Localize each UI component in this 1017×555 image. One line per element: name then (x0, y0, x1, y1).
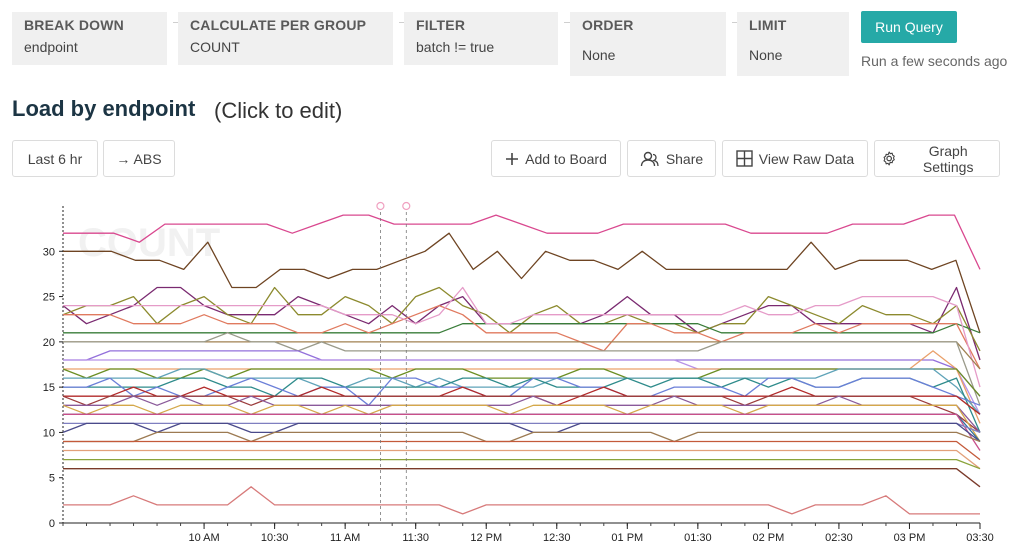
event-marker-2 (402, 201, 411, 211)
series-line-10 (63, 350, 981, 397)
x-tick-label: 02 PM (752, 532, 784, 544)
graph-settings-label: Graph Settings (922, 142, 974, 175)
x-tick-label: 02:30 (825, 532, 853, 544)
graph-settings-button[interactable]: Graph Settings (874, 140, 1000, 177)
view-raw-data-label: View Raw Data (758, 150, 855, 167)
series-line-2 (63, 232, 981, 334)
x-tick-label: 10 AM (188, 532, 219, 544)
add-to-board-button[interactable]: Add to Board (491, 140, 621, 177)
series-line-25 (63, 431, 981, 443)
y-tick-label: 20 (43, 337, 55, 349)
share-label: Share (665, 150, 704, 167)
series-line-20 (62, 404, 981, 442)
user-share-icon (640, 151, 659, 166)
series-line-26 (63, 440, 981, 461)
series-line-27 (63, 449, 981, 470)
graph-title[interactable]: Load by endpoint (12, 96, 196, 121)
breakdown-label: BREAK DOWN (24, 17, 124, 33)
y-tick-label: 15 (43, 382, 55, 394)
order-value: None (582, 47, 616, 63)
order-clause[interactable]: ORDER None (570, 12, 742, 76)
y-tick-label: 30 (43, 246, 55, 258)
share-button[interactable]: Share (627, 140, 716, 177)
calculate-label: CALCULATE PER GROUP (190, 17, 367, 33)
filter-clause[interactable]: FILTER batch != true (404, 12, 574, 65)
x-tick-label: 12 PM (470, 532, 502, 544)
series-line-14 (63, 368, 981, 415)
chart-watermark: COUNT (78, 221, 220, 265)
series-line-1 (63, 214, 981, 270)
add-to-board-label: Add to Board (525, 150, 607, 167)
view-raw-data-button[interactable]: View Raw Data (722, 140, 868, 177)
calculate-value: COUNT (190, 39, 240, 55)
y-tick-label: 0 (49, 518, 55, 530)
series-line-18 (62, 395, 981, 433)
series-line-5 (63, 323, 981, 334)
limit-label: LIMIT (749, 17, 787, 33)
calculate-clause[interactable]: CALCULATE PER GROUP COUNT (178, 12, 409, 65)
x-tick-label: 10:30 (261, 532, 289, 544)
series-line-9 (63, 332, 981, 406)
series-line-22 (63, 413, 981, 451)
series-line-24 (62, 422, 981, 443)
x-tick-label: 03 PM (894, 532, 926, 544)
breakdown-value: endpoint (24, 39, 78, 55)
plus-icon (506, 152, 519, 165)
run-status: Run a few seconds ago (861, 53, 1008, 69)
event-marker-1 (376, 201, 385, 211)
series-line-8 (63, 341, 981, 370)
y-tick-label: 25 (43, 292, 55, 304)
breakdown-clause[interactable]: BREAK DOWN endpoint (12, 12, 183, 65)
series-line-7 (63, 286, 981, 388)
count-line-chart[interactable]: COUNT 0 5 10 15 20 25 30 10 AM 10:30 11 AM 11:30 12 … (0, 190, 1017, 555)
x-tick-label: 01 PM (611, 532, 643, 544)
gear-icon (883, 151, 895, 166)
table-icon (736, 150, 753, 167)
series-line-28 (63, 458, 981, 470)
limit-clause[interactable]: LIMIT None (737, 12, 849, 76)
time-range-button[interactable]: Last 6 hr (12, 140, 98, 177)
series-line-6 (63, 304, 981, 370)
limit-value: None (749, 47, 783, 63)
x-tick-label: 01:30 (684, 532, 712, 544)
abs-button[interactable]: → ABS (103, 140, 175, 177)
order-label: ORDER (582, 17, 634, 33)
x-tick-label: 12:30 (543, 532, 571, 544)
x-tick-label: 03:30 (966, 532, 994, 544)
x-tick-label: 11:30 (402, 532, 429, 544)
filter-label: FILTER (416, 17, 466, 33)
series-line-30 (63, 486, 980, 515)
run-query-button[interactable]: Run Query (861, 11, 957, 43)
series-line-29 (63, 468, 981, 488)
x-tick-label: 11 AM (330, 532, 360, 544)
edit-hint[interactable]: (Click to edit) (214, 98, 343, 123)
y-tick-label: 5 (49, 473, 55, 485)
filter-value: batch != true (416, 39, 495, 55)
y-tick-label: 10 (43, 427, 55, 439)
